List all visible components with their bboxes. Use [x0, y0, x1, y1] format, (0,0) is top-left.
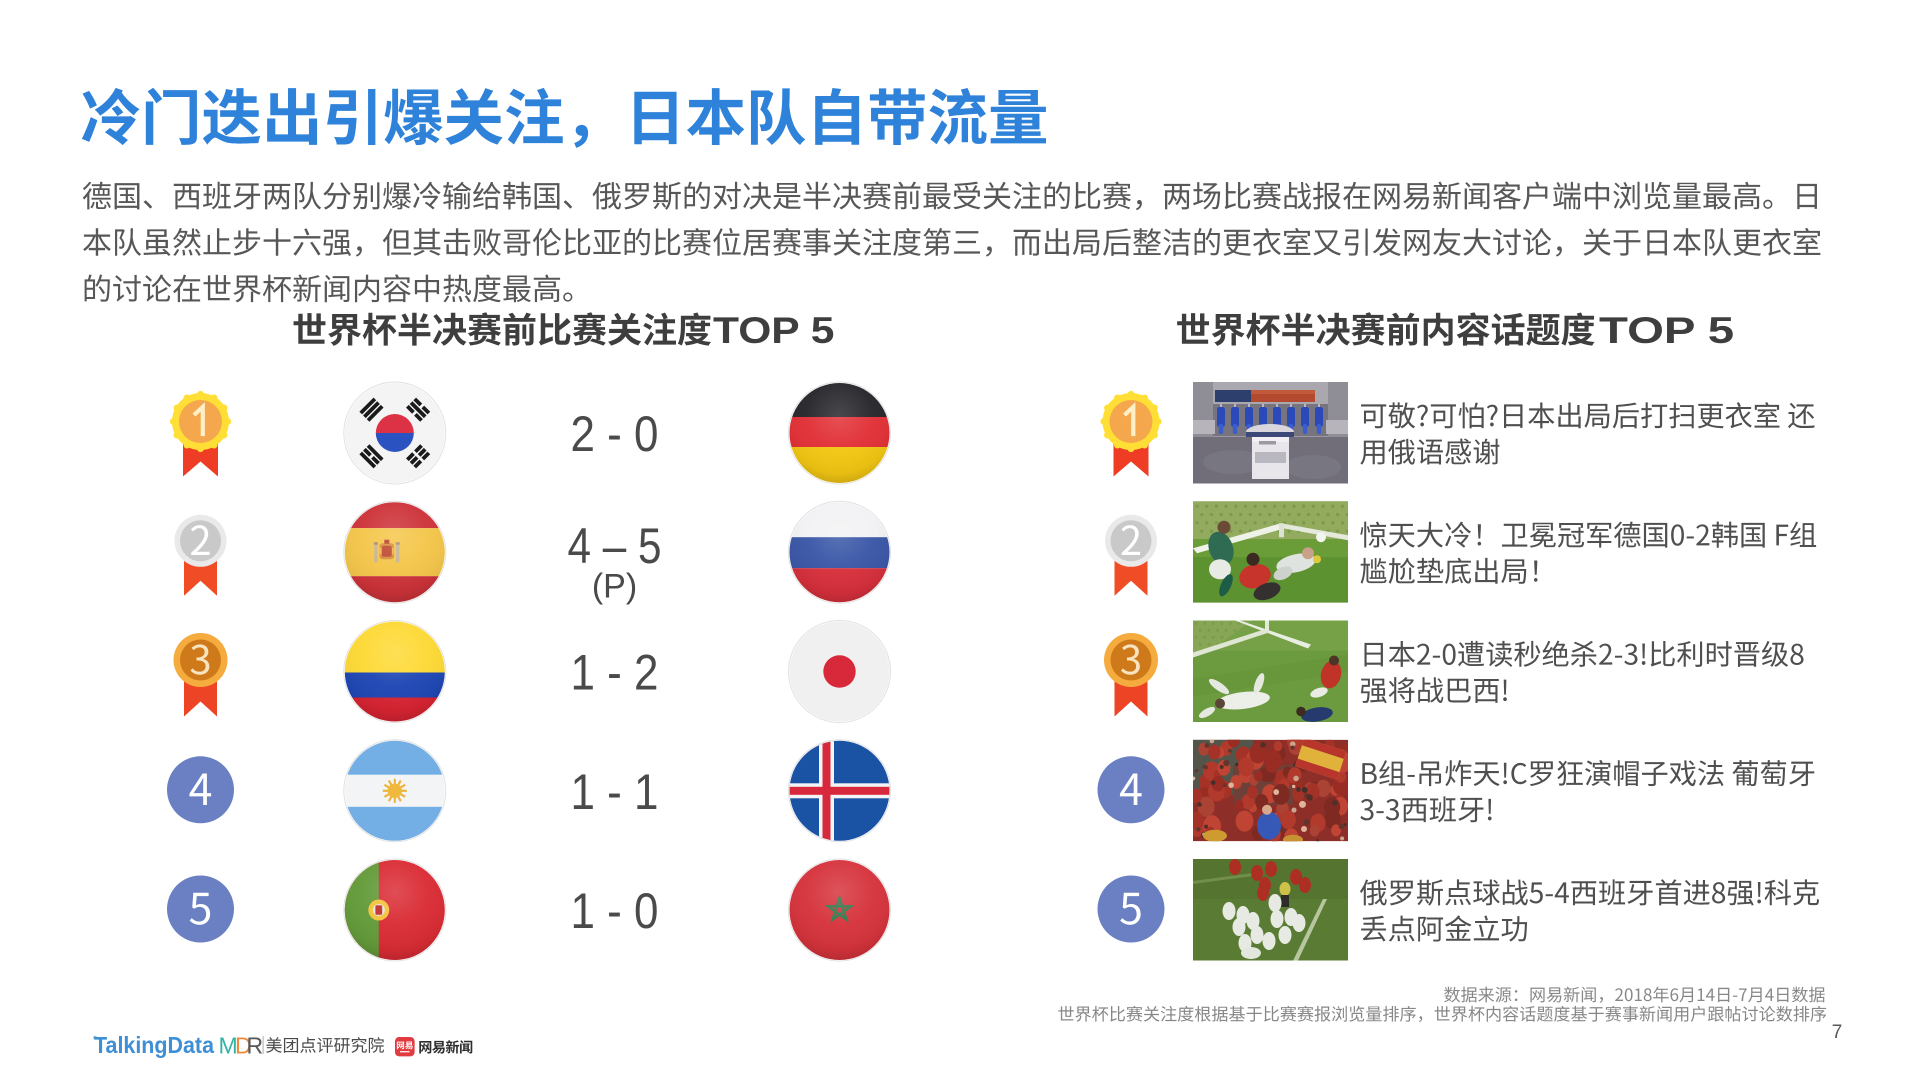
svg-text:(P): (P) — [592, 568, 637, 606]
svg-text:M: M — [219, 1033, 238, 1059]
svg-text:1 - 0: 1 - 0 — [571, 883, 659, 939]
svg-text:TalkingData: TalkingData — [94, 1032, 214, 1058]
svg-text:2 - 0: 2 - 0 — [571, 406, 659, 462]
svg-text:TOP 5: TOP 5 — [713, 311, 834, 352]
svg-text:R: R — [247, 1033, 264, 1059]
svg-text:7: 7 — [1832, 1022, 1843, 1043]
svg-text:TOP 5: TOP 5 — [1599, 311, 1734, 352]
svg-text:1 - 1: 1 - 1 — [571, 764, 659, 820]
svg-text:1 - 2: 1 - 2 — [571, 645, 659, 701]
svg-text:D: D — [235, 1033, 252, 1059]
svg-text:4 – 5: 4 – 5 — [568, 518, 662, 574]
